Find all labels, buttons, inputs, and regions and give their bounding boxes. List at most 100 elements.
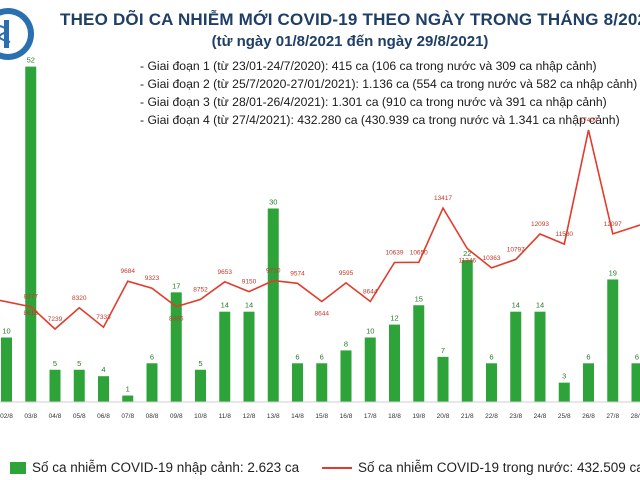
phase-summary-list: Giai đoạn 1 (từ 23/01-24/7/2020): 415 ca… (140, 57, 637, 129)
line-label-20-8: 13417 (434, 195, 452, 202)
bar-label-28-8: 6 (635, 352, 639, 361)
legend-domestic-label: Số ca nhiễm COVID-19 trong nước: 432.509… (358, 460, 640, 475)
line-label-06-8: 7333 (96, 314, 111, 321)
bar-21-8 (461, 260, 473, 402)
ministry-logo (0, 8, 34, 60)
bar-28-8 (631, 363, 640, 402)
x-tick-15-8: 15/8 (315, 413, 328, 420)
bar-17-8 (364, 337, 376, 402)
bar-label-05-8: 5 (77, 359, 81, 368)
bar-label-12-8: 14 (245, 301, 253, 310)
line-label-14-8: 9574 (290, 270, 305, 277)
bar-19-8 (413, 305, 425, 402)
bar-label-20-8: 7 (441, 346, 445, 355)
line-label-03-8: 8377 (24, 294, 39, 301)
bar-label-13-8: 30 (269, 198, 277, 207)
line-label-08-8: 9323 (145, 275, 160, 282)
bar-15-8 (316, 363, 328, 402)
bar-label-27-8: 19 (609, 268, 617, 277)
line-label-17-8: 8644 (363, 289, 378, 296)
x-tick-13-8: 13/8 (267, 413, 280, 420)
x-tick-11-8: 11/8 (219, 413, 232, 420)
bar-label-25-8: 3 (562, 372, 566, 381)
phase-item-2: Giai đoạn 2 (từ 25/7/2020-27/01/2021): 1… (140, 75, 637, 93)
x-tick-07-8: 07/8 (121, 413, 134, 420)
x-tick-06-8: 06/8 (97, 413, 110, 420)
bar-16-8 (340, 350, 352, 402)
x-tick-14-8: 14/8 (291, 413, 304, 420)
bar-label-15-8: 6 (320, 352, 324, 361)
x-tick-27-8: 27/8 (606, 413, 619, 420)
bar-label-24-8: 14 (536, 301, 544, 310)
bar-label-17-8: 10 (366, 327, 374, 336)
line-label-11-8: 9653 (218, 269, 233, 276)
phase-item-3: Giai đoạn 3 (từ 28/01-26/4/2021): 1.301 … (140, 93, 637, 111)
legend-imported: Số ca nhiễm COVID-19 nhập cảnh: 2.623 ca (10, 460, 299, 475)
bar-04-8 (49, 369, 61, 402)
chart-title: THEO DÕI CA NHIỄM MỚI COVID-19 THEO NGÀY… (60, 10, 640, 29)
bar-02-8 (1, 337, 12, 402)
bar-label-07-8: 1 (126, 385, 130, 394)
bar-27-8 (607, 279, 619, 402)
x-tick-16-8: 16/8 (340, 413, 353, 420)
phase-item-4: Giai đoạn 4 (từ 27/4/2021): 432.280 ca (… (140, 111, 637, 129)
bar-22-8 (486, 363, 497, 402)
imported-cases-bars (1, 66, 640, 402)
line-label-04-8: 7239 (48, 316, 63, 323)
line-label-07-8: 9684 (121, 268, 136, 275)
bar-label-16-8: 8 (344, 339, 348, 348)
bar-05-8 (73, 369, 85, 402)
legend-imported-label: Số ca nhiễm COVID-19 nhập cảnh: 2.623 ca (32, 460, 300, 475)
x-tick-10-8: 10/8 (194, 413, 207, 420)
line-label-21-8: 11346 (458, 258, 476, 265)
line-label-26-8: 17409 (579, 117, 597, 124)
chart-subtitle: (từ ngày 01/8/2021 đến ngày 29/8/2021) (211, 33, 489, 50)
bar-23-8 (510, 311, 522, 402)
line-label-12-8: 9150 (242, 279, 257, 286)
x-tick-22-8: 22/8 (485, 413, 498, 420)
line-label-23-8: 10797 (507, 246, 525, 253)
bar-label-18-8: 12 (390, 314, 398, 323)
x-tick-12-8: 12/8 (243, 413, 256, 420)
domestic-cases-line (0, 129, 640, 331)
x-tick-20-8: 20/8 (437, 413, 450, 420)
domestic-cases-line-labels: 8377 7239 8320 7333 9684 9323 8385 8752 9653 9150… (24, 117, 623, 323)
bar-label-23-8: 14 (512, 301, 520, 310)
bar-13-8 (267, 208, 279, 402)
bar-label-21-8: 22 (463, 249, 471, 258)
line-label-18-8: 10639 (385, 249, 403, 256)
line-label-13-8: 9710 (266, 268, 281, 275)
line-label-09-8: 8385 (169, 316, 184, 323)
x-tick-04-8: 04/8 (49, 413, 62, 420)
x-tick-19-8: 19/8 (412, 413, 425, 420)
line-label-16-8: 9595 (339, 270, 354, 277)
legend-line-swatch (322, 466, 352, 469)
x-tick-23-8: 23/8 (509, 413, 522, 420)
bar-label-06-8: 4 (101, 365, 105, 374)
bar-label-11-8: 14 (221, 301, 229, 310)
bar-11-8 (219, 311, 231, 402)
x-tick-18-8: 18/8 (388, 413, 401, 420)
bar-10-8 (195, 369, 206, 402)
bar-06-8 (98, 376, 109, 402)
bar-07-8 (122, 395, 134, 402)
x-axis-ticks: 02/8 03/8 04/8 05/8 06/8 07/8 08/8 09/8 10/8 11/8… (0, 413, 640, 420)
legend: Số ca nhiễm COVID-19 nhập cảnh: 2.623 ca… (0, 455, 640, 480)
line-label-24-8: 12093 (531, 221, 549, 228)
legend-domestic: Số ca nhiễm COVID-19 trong nước: 432.509… (322, 460, 640, 475)
bar-label-08-8: 6 (150, 352, 154, 361)
x-tick-03-8: 03/8 (24, 413, 37, 420)
bar-25-8 (558, 382, 570, 402)
bar-12-8 (243, 311, 255, 402)
bar-03-8 (25, 66, 37, 402)
bar-label-04-8: 5 (53, 359, 57, 368)
x-tick-26-8: 26/8 (582, 413, 595, 420)
x-tick-28-8: 28/8 (631, 413, 640, 420)
bar-18-8 (389, 324, 400, 402)
x-tick-25-8: 25/8 (558, 413, 571, 420)
x-tick-05-8: 05/8 (73, 413, 86, 420)
line-label-05-8: 8320 (72, 295, 87, 302)
x-tick-17-8: 17/8 (364, 413, 377, 420)
line-label-22-8: 10363 (482, 255, 500, 262)
bar-09-8 (170, 292, 182, 402)
